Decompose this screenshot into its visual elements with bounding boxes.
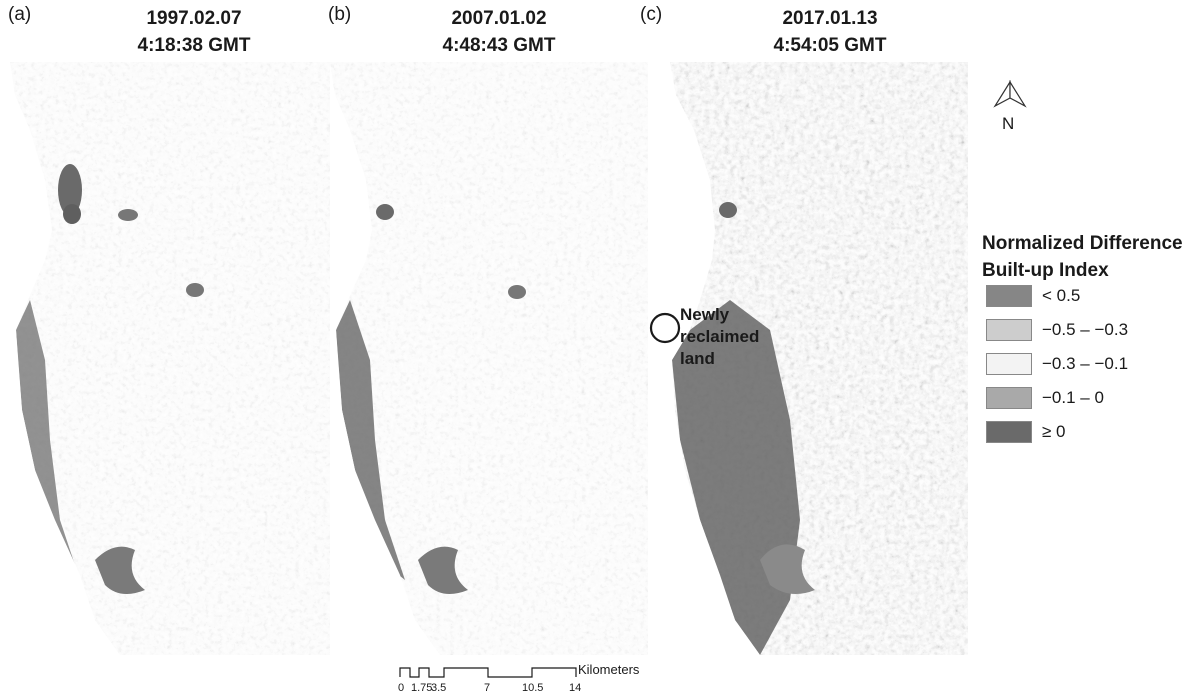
scale-tick: 3.5 (431, 682, 446, 694)
scale-tick: 1.75 (411, 682, 432, 694)
annotation-line3: land (680, 349, 715, 368)
panel-b-letter: (b) (328, 4, 352, 25)
legend-label: ≥ 0 (1042, 422, 1066, 441)
legend-label: −0.5 – −0.3 (1042, 320, 1129, 339)
panel-b-date: 2007.01.02 (451, 8, 547, 29)
panel-a-date: 1997.02.07 (146, 8, 242, 29)
panel-a-title: 1997.02.07 4:18:38 GMT (99, 5, 289, 59)
legend-swatch (986, 353, 1032, 375)
scale-bar: Kilometers 0 1.75 3.5 7 10.5 14 (398, 662, 640, 694)
scale-unit: Kilometers (578, 662, 640, 677)
north-arrow-icon (993, 80, 1027, 108)
scale-tick: 7 (484, 682, 490, 694)
legend-label: −0.1 – 0 (1042, 388, 1104, 407)
legend-swatch (986, 421, 1032, 443)
panel-a-letter: (a) (8, 4, 32, 25)
map-panel-a (10, 62, 330, 655)
panel-c-time: 4:54:05 GMT (773, 35, 887, 56)
panel-c-date: 2017.01.13 (782, 8, 878, 29)
scale-tick: 14 (569, 682, 581, 694)
legend-label: −0.3 – −0.1 (1042, 354, 1129, 373)
annotation-line2: reclaimed (680, 327, 760, 346)
legend-label: < 0.5 (1042, 286, 1081, 305)
panel-b-title: 2007.01.02 4:48:43 GMT (404, 5, 594, 59)
panel-b-time: 4:48:43 GMT (442, 35, 556, 56)
reclaimed-land-marker (649, 312, 681, 344)
map-panel-c (670, 62, 968, 655)
annotation-line1: Newly (680, 305, 730, 324)
legend-swatch (986, 387, 1032, 409)
legend-title-line1: Normalized Difference (982, 233, 1183, 254)
panel-c-letter: (c) (640, 4, 663, 25)
scale-tick: 0 (398, 682, 404, 694)
legend-title-line2: Built-up Index (982, 260, 1109, 281)
legend-swatch (986, 319, 1032, 341)
panel-c-title: 2017.01.13 4:54:05 GMT (735, 5, 925, 59)
legend-title: Normalized Difference Built-up Index (982, 230, 1183, 284)
panel-a-time: 4:18:38 GMT (137, 35, 251, 56)
north-label: N (1002, 114, 1015, 133)
map-panel-b (330, 62, 648, 655)
legend-swatch (986, 285, 1032, 307)
scale-tick: 10.5 (522, 682, 543, 694)
reclaimed-land-annotation: Newly reclaimed land (680, 304, 759, 370)
